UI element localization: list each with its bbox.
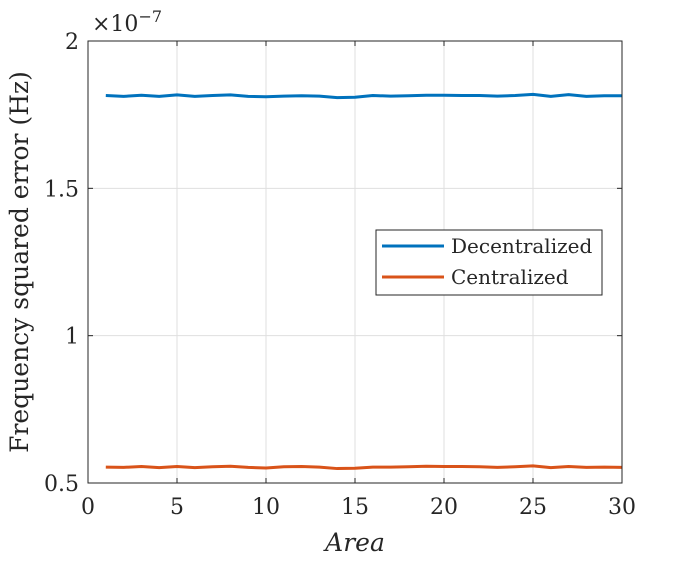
legend: Decentralized Centralized xyxy=(375,229,603,296)
x-tick-label: 25 xyxy=(519,495,547,520)
x-tick-label: 30 xyxy=(608,495,636,520)
y-multiplier-exponent: −7 xyxy=(138,7,162,26)
y-tick-label: 0.5 xyxy=(44,472,79,497)
x-tick-label: 15 xyxy=(341,495,369,520)
x-tick-label: 5 xyxy=(170,495,184,520)
y-tick-label: 1.5 xyxy=(44,177,79,202)
legend-label-decentralized: Decentralized xyxy=(451,234,592,258)
x-tick-label: 0 xyxy=(81,495,95,520)
x-tick-label: 20 xyxy=(430,495,458,520)
y-tick-label: 1 xyxy=(65,325,79,350)
legend-box xyxy=(375,229,603,296)
series-lines xyxy=(105,92,623,471)
x-tick-label: 10 xyxy=(252,495,280,520)
y-axis-label: Frequency squared error (Hz) xyxy=(5,71,34,453)
x-axis-label: Area xyxy=(323,528,385,557)
series-line-centralized xyxy=(105,464,623,471)
y-multiplier-label: ×10−7 xyxy=(92,7,162,37)
legend-label-centralized: Centralized xyxy=(451,265,569,289)
y-tick-label: 2 xyxy=(65,30,79,55)
series-line-decentralized xyxy=(105,92,622,100)
axis-ticks: 0 5 10 15 20 25 30 0.5 1 1.5 2 xyxy=(44,30,636,520)
y-multiplier-base: ×10 xyxy=(92,12,138,37)
